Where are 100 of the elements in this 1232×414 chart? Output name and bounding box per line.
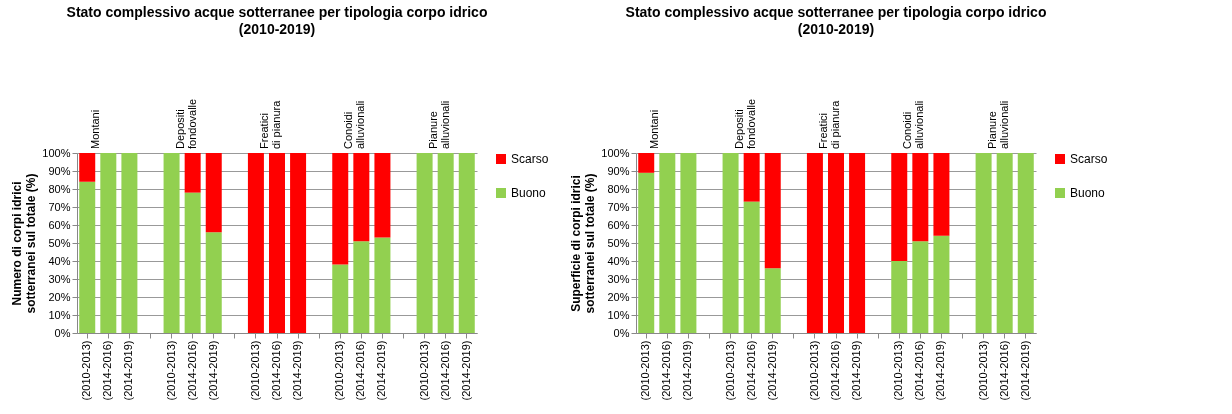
x-tick-label: (2014-2019) <box>291 340 304 401</box>
bar <box>374 237 391 333</box>
bar <box>79 153 96 182</box>
x-tick-label: (2014-2016) <box>913 340 926 401</box>
y-tick-label: 30% <box>607 272 630 285</box>
bar <box>416 153 433 333</box>
text: Montani <box>648 109 661 149</box>
chart-subtitle: (2010-2019) <box>238 20 316 37</box>
chart-subtitle: (2010-2019) <box>797 20 875 37</box>
y-tick-label: 60% <box>48 218 71 231</box>
y-tick-label: 0% <box>613 326 630 339</box>
x-tick-label: (2014-2019) <box>765 340 778 401</box>
x-tick-label: (2014-2019) <box>122 340 135 401</box>
bar <box>205 232 222 333</box>
x-tick-label: (2014-2019) <box>375 340 388 401</box>
text: Pianure alluvionali <box>426 100 451 149</box>
bar <box>290 153 307 333</box>
y-tick-label: 40% <box>48 254 71 267</box>
x-tick-label: (2010-2013) <box>80 340 93 401</box>
legend-label: Scarso <box>511 152 549 166</box>
chart-title: Stato complessivo acque sotterranee per tipologia corpo idrico <box>625 3 1047 20</box>
x-tick-label: (2014-2016) <box>997 340 1010 401</box>
y-tick-label: 60% <box>607 218 630 231</box>
text: Pianure alluvionali <box>985 100 1010 149</box>
y-tick-label: 10% <box>48 308 71 321</box>
text: Montani <box>89 109 102 149</box>
y-tick-label: 50% <box>48 236 71 249</box>
bar <box>933 235 950 333</box>
y-tick-label: 30% <box>48 272 71 285</box>
bar <box>638 153 655 173</box>
x-tick-label: (2014-2019) <box>206 340 219 401</box>
bar <box>722 153 739 333</box>
x-tick-label: (2010-2013) <box>723 340 736 401</box>
y-tick-label: 20% <box>607 290 630 303</box>
bar <box>332 153 349 265</box>
bar <box>353 241 370 333</box>
legend-label: Scarso <box>1070 152 1108 166</box>
text: Conoidi alluvionali <box>342 100 367 149</box>
bar <box>659 153 676 333</box>
x-tick-label: (2014-2019) <box>459 340 472 401</box>
x-tick-label: (2014-2016) <box>101 340 114 401</box>
x-tick-label: (2014-2019) <box>934 340 947 401</box>
bar <box>100 153 117 333</box>
x-tick-label: (2010-2013) <box>164 340 177 401</box>
y-tick-label: 100% <box>601 146 630 159</box>
bar <box>912 241 929 333</box>
y-tick-label: 50% <box>607 236 630 249</box>
bar <box>912 153 929 242</box>
bar <box>891 261 908 333</box>
x-tick-label: (2014-2019) <box>1018 340 1031 401</box>
y-tick-label: 70% <box>48 200 71 213</box>
bar <box>638 172 655 333</box>
x-tick-label: (2010-2013) <box>892 340 905 401</box>
x-tick-label: (2014-2016) <box>438 340 451 401</box>
bar <box>680 153 697 333</box>
bar <box>975 153 992 333</box>
bar <box>79 181 96 333</box>
bar <box>437 153 454 333</box>
legend-label: Buono <box>1070 186 1106 200</box>
y-tick-label: 100% <box>42 146 71 159</box>
bar <box>743 201 760 333</box>
bar <box>205 153 222 233</box>
bar <box>891 153 908 261</box>
y-tick-label: 70% <box>607 200 630 213</box>
x-tick-label: (2010-2013) <box>976 340 989 401</box>
x-tick-label: (2014-2016) <box>185 340 198 401</box>
x-tick-label: (2010-2013) <box>417 340 430 401</box>
bar <box>121 153 138 333</box>
y-tick-label: 90% <box>607 164 630 177</box>
text: Freatici di pianura <box>257 99 282 149</box>
x-tick-label: (2014-2016) <box>744 340 757 401</box>
y-axis-title: Numero di corpi idrici sotterranei sul totale (%) <box>10 173 39 314</box>
bar <box>184 153 201 193</box>
x-tick-label: (2010-2013) <box>639 340 652 401</box>
text: Conoidi alluvionali <box>901 100 926 149</box>
chart-title: Stato complessivo acque sotterranee per tipologia corpo idrico <box>66 3 488 20</box>
bar <box>374 153 391 238</box>
y-tick-label: 0% <box>54 326 71 339</box>
x-tick-label: (2014-2019) <box>850 340 863 401</box>
bar <box>247 153 264 333</box>
bar <box>996 153 1013 333</box>
bar <box>764 153 781 269</box>
text: Freatici di pianura <box>816 99 841 149</box>
x-tick-label: (2014-2016) <box>354 340 367 401</box>
x-tick-label: (2014-2016) <box>270 340 282 401</box>
bar <box>353 153 370 242</box>
x-tick-label: (2010-2013) <box>807 340 820 401</box>
bar <box>184 192 201 333</box>
x-tick-label: (2010-2013) <box>333 340 346 401</box>
bar <box>764 268 781 333</box>
x-tick-label: (2014-2019) <box>681 340 694 401</box>
bar <box>458 153 475 333</box>
bar <box>163 153 180 333</box>
y-tick-label: 90% <box>48 164 71 177</box>
y-tick-label: 40% <box>607 254 630 267</box>
bar <box>332 264 349 333</box>
y-tick-label: 10% <box>607 308 630 321</box>
bar <box>806 153 823 333</box>
bar <box>1017 153 1034 333</box>
y-tick-label: 80% <box>607 182 630 195</box>
